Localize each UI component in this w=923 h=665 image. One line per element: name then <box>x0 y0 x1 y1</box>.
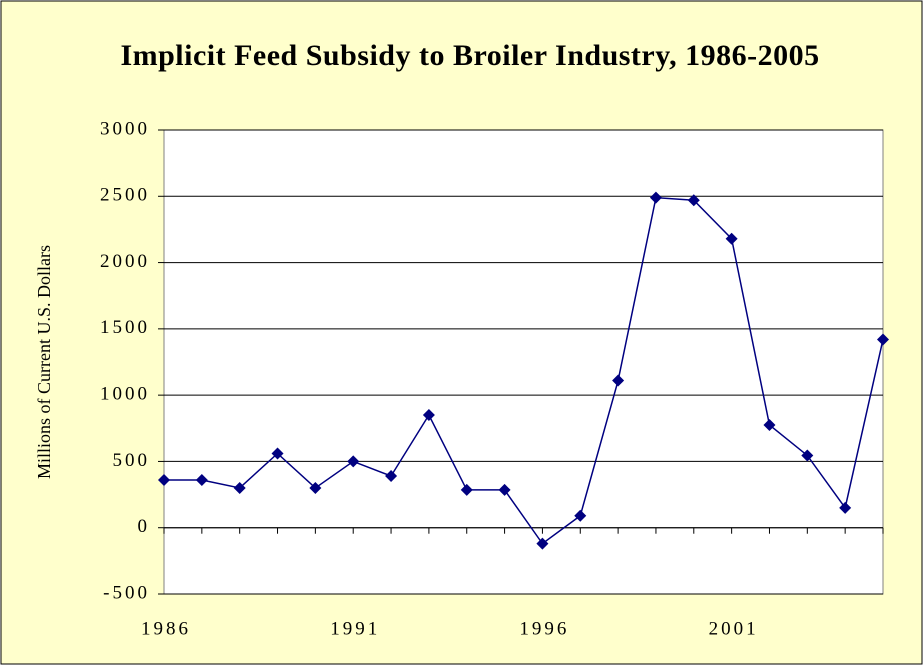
x-tick-label: 1996 <box>519 618 569 639</box>
data-point <box>725 232 738 245</box>
y-tick-label: 2500 <box>100 185 150 206</box>
plot-area <box>163 129 884 595</box>
data-point <box>839 501 852 514</box>
data-point <box>309 481 322 494</box>
y-tick-label: 1000 <box>100 384 150 405</box>
data-point <box>460 483 473 496</box>
series-line <box>164 196 884 545</box>
data-point <box>422 409 435 422</box>
x-tick-label: 2001 <box>709 618 759 639</box>
data-point <box>801 449 814 462</box>
y-tick-label: -500 <box>103 582 150 603</box>
data-point <box>271 447 284 460</box>
data-point <box>612 374 625 387</box>
data-point <box>195 473 208 486</box>
data-point <box>347 455 360 468</box>
y-axis-label: Millions of Current U.S. Dollars <box>34 245 54 479</box>
y-tick-label: 1500 <box>100 317 150 338</box>
x-tick-label: 1986 <box>141 618 191 639</box>
data-point <box>649 191 662 204</box>
y-tick-label: 3000 <box>100 118 150 139</box>
data-point <box>385 470 398 483</box>
chart-title: Implicit Feed Subsidy to Broiler Industr… <box>120 39 820 72</box>
data-point <box>158 473 170 486</box>
data-point <box>877 333 889 346</box>
y-tick-label: 500 <box>113 450 151 471</box>
y-tick-label: 0 <box>138 516 151 537</box>
data-point <box>763 418 776 431</box>
y-tick-label: 2000 <box>100 251 150 272</box>
x-tick-label: 1991 <box>330 618 380 639</box>
data-point <box>687 194 700 207</box>
data-point <box>498 483 511 496</box>
data-point <box>536 537 549 550</box>
data-point <box>574 509 587 522</box>
data-point <box>233 481 246 494</box>
